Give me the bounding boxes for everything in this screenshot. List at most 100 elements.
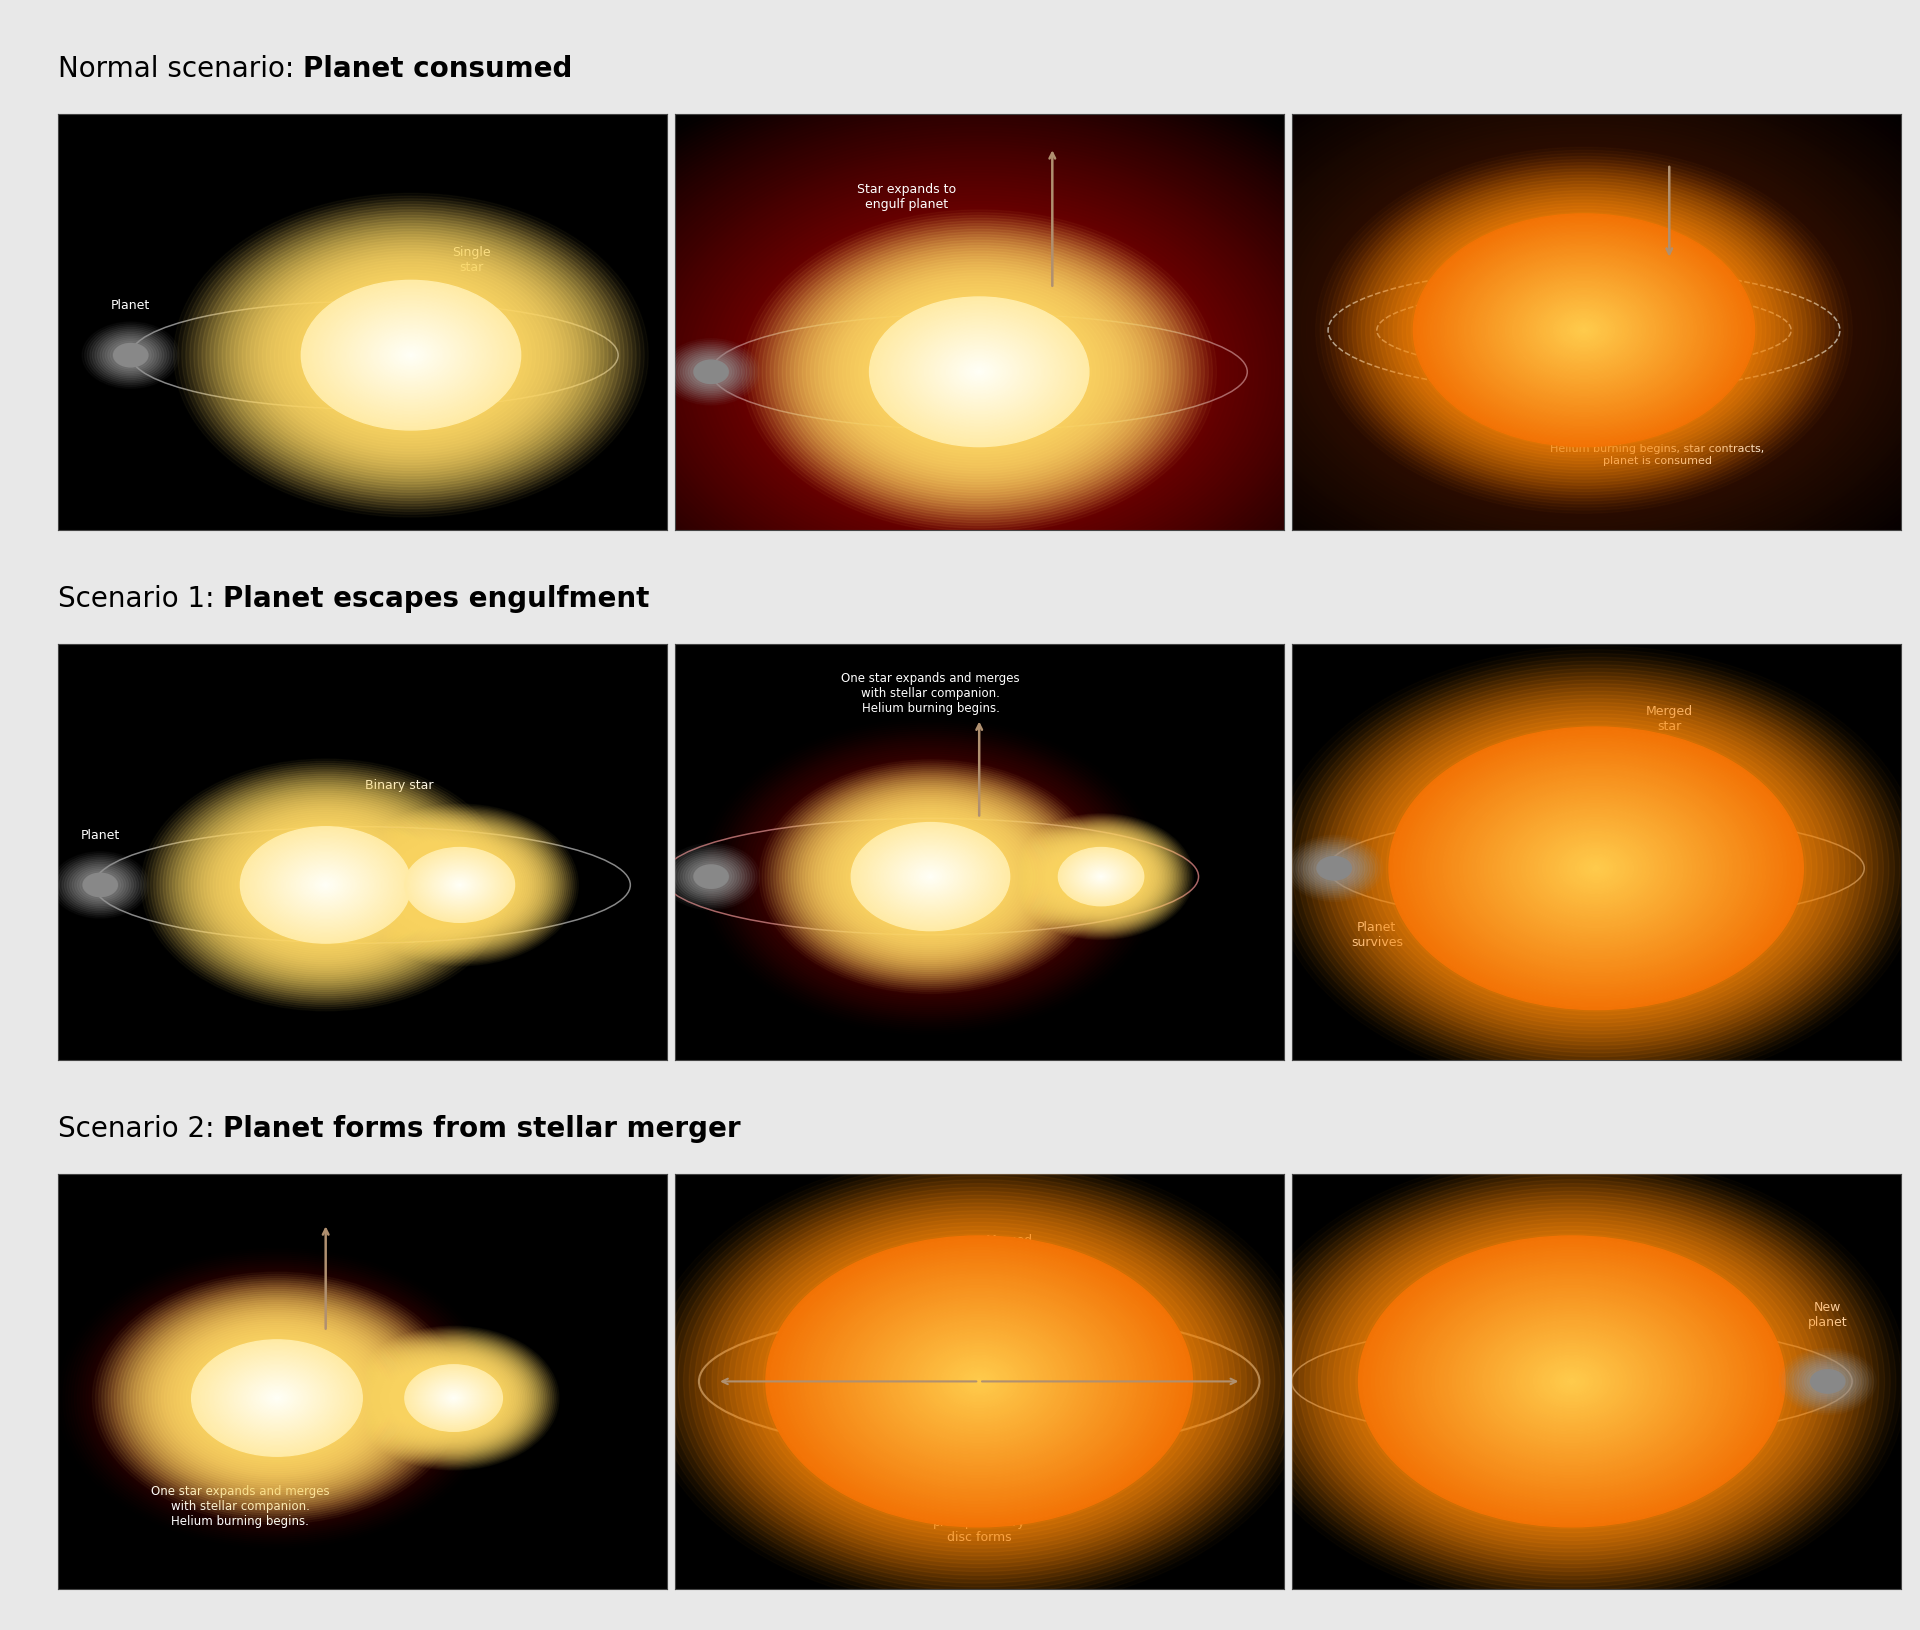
Circle shape [1359,1236,1786,1527]
Circle shape [1043,836,1160,918]
Circle shape [1388,727,1803,1009]
Circle shape [1146,31,1920,629]
Circle shape [1546,835,1645,903]
Circle shape [109,1283,445,1513]
Circle shape [371,1341,536,1454]
Circle shape [1073,857,1129,896]
Text: Single
star: Single star [453,246,492,274]
Circle shape [259,1387,294,1410]
Circle shape [1054,844,1148,908]
Circle shape [839,815,1021,939]
Circle shape [1359,706,1834,1030]
Circle shape [924,334,1035,409]
Circle shape [584,103,1375,642]
Circle shape [895,852,968,901]
Circle shape [939,346,1020,399]
Circle shape [411,852,509,918]
Circle shape [240,1372,315,1423]
Circle shape [303,280,520,429]
Circle shape [1494,269,1674,393]
Circle shape [269,846,382,923]
Circle shape [330,300,492,411]
Circle shape [419,857,501,913]
Circle shape [298,866,353,903]
Circle shape [1020,822,1183,932]
Circle shape [1379,191,1789,469]
Circle shape [866,295,1092,448]
Circle shape [1242,98,1920,562]
Circle shape [1519,285,1649,375]
Circle shape [77,869,123,901]
Circle shape [273,849,378,921]
Circle shape [1419,217,1749,443]
Circle shape [1536,298,1632,363]
Circle shape [344,308,478,401]
Circle shape [92,329,169,381]
Circle shape [1784,1351,1872,1412]
Circle shape [1304,1200,1839,1563]
Circle shape [1402,205,1766,455]
Circle shape [883,844,977,908]
Circle shape [751,215,1208,528]
Circle shape [756,758,1104,994]
Circle shape [419,1374,490,1421]
Circle shape [1213,78,1920,584]
Circle shape [240,826,411,944]
Circle shape [772,769,1089,985]
Circle shape [1551,1368,1594,1395]
Circle shape [1327,1214,1816,1548]
Circle shape [1811,1369,1845,1394]
Circle shape [1549,306,1619,354]
Circle shape [1402,1265,1741,1498]
Circle shape [1791,1358,1864,1405]
Circle shape [1475,256,1693,404]
Circle shape [428,1381,478,1415]
Circle shape [837,1284,1121,1478]
Circle shape [1571,321,1597,339]
Circle shape [451,880,468,890]
Circle shape [895,1324,1064,1439]
Circle shape [1492,267,1676,393]
Circle shape [899,854,962,898]
Circle shape [1319,857,1350,879]
Circle shape [225,1363,328,1434]
Circle shape [501,46,1457,698]
Circle shape [1091,870,1112,883]
Circle shape [117,1289,436,1506]
Circle shape [432,1384,474,1413]
Circle shape [787,779,1073,975]
Circle shape [411,852,509,918]
Circle shape [156,1315,399,1482]
Circle shape [1100,875,1102,879]
Circle shape [223,1361,332,1436]
Circle shape [148,1311,405,1485]
Circle shape [962,360,996,383]
Circle shape [449,1395,457,1400]
Circle shape [424,861,495,910]
Circle shape [1081,862,1121,890]
Circle shape [447,875,472,893]
Circle shape [920,869,941,883]
Circle shape [1811,1369,1845,1394]
Circle shape [962,360,996,383]
Circle shape [267,846,384,924]
Circle shape [637,139,1321,605]
Circle shape [684,352,739,391]
Circle shape [816,261,1142,482]
Circle shape [240,1372,315,1423]
Circle shape [755,218,1204,525]
Circle shape [1425,222,1743,438]
Circle shape [947,349,1012,394]
Circle shape [1469,1312,1674,1451]
Circle shape [1413,743,1778,993]
Circle shape [420,1374,488,1421]
Circle shape [791,244,1167,500]
Circle shape [756,1231,1202,1532]
Circle shape [630,134,1329,610]
Circle shape [1797,1361,1859,1402]
Circle shape [1467,251,1701,411]
Circle shape [363,820,557,950]
Circle shape [1448,766,1745,970]
Circle shape [904,859,958,895]
Circle shape [781,238,1177,507]
